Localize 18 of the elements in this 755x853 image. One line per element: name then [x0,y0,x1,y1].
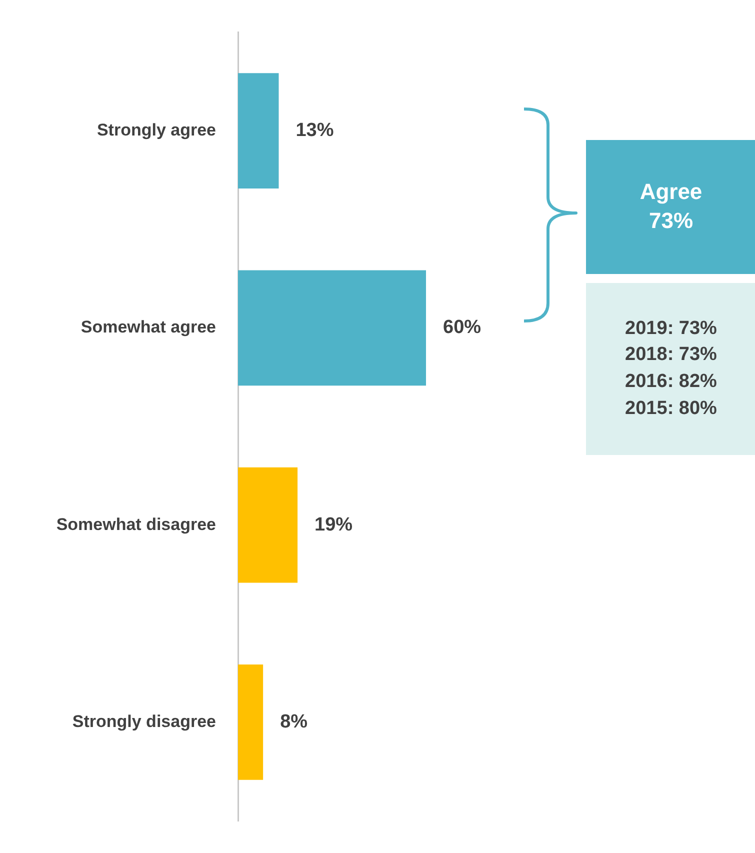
y-tick-label: Strongly agree [96,120,216,140]
bar [238,664,264,780]
text: 2015: 80% [625,396,717,421]
bar [238,73,279,188]
data-label: 8% [280,711,308,732]
text: 2018: 73% [625,343,717,368]
text: 73% [648,207,694,235]
y-tick-label: Strongly disagree [72,712,216,731]
bar [238,270,426,386]
data-label: 19% [314,514,353,536]
y-tick-label: Somewhat disagree [56,514,216,534]
data-label: 13% [296,120,334,142]
text: Agree [640,178,702,206]
bar [238,467,298,583]
text: 2016: 82% [625,370,717,394]
data-label: 60% [443,317,482,338]
y-tick-label: Somewhat agree [80,318,216,337]
text: 2019: 73% [625,316,717,341]
